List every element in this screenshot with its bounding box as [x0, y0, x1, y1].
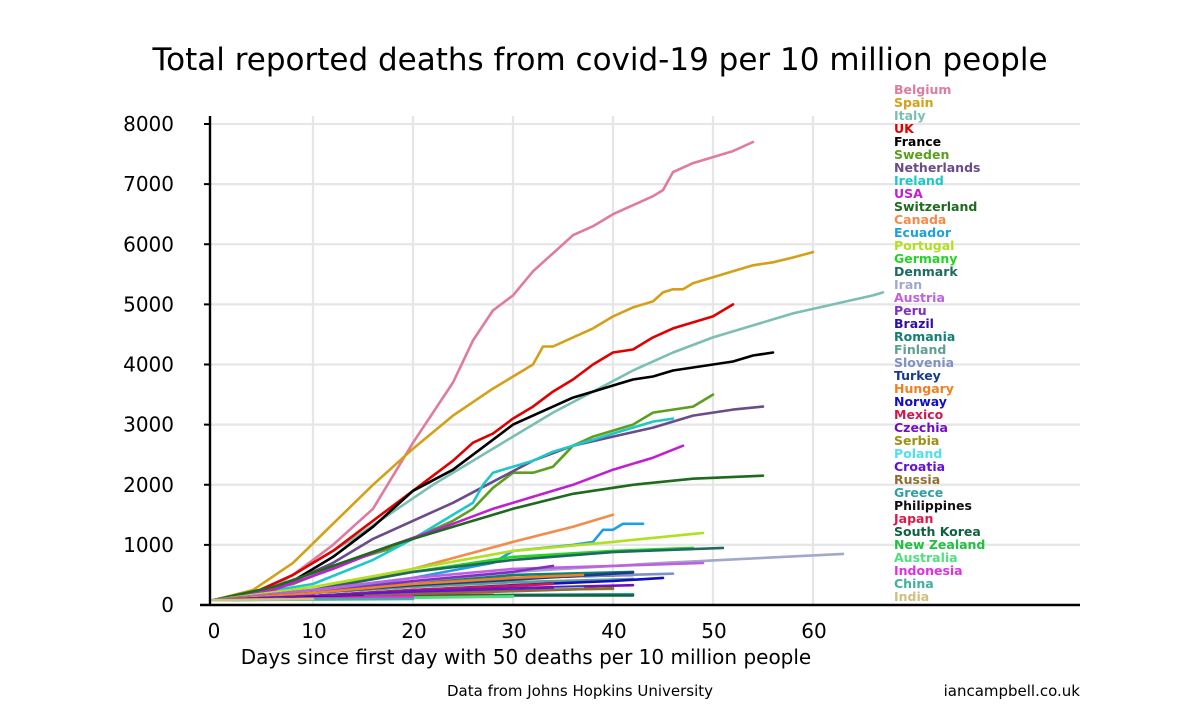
legend-item-mexico: Mexico — [894, 407, 944, 422]
legend-item-poland: Poland — [894, 446, 943, 461]
legend-item-germany: Germany — [894, 251, 958, 266]
y-tick-label: 5000 — [123, 292, 174, 316]
legend-item-ecuador: Ecuador — [894, 225, 951, 240]
x-tick-label: 40 — [601, 619, 626, 643]
series-line-italy — [211, 291, 885, 602]
legend-item-austria: Austria — [894, 290, 945, 305]
series-line-austria — [211, 561, 705, 602]
legend-item-sweden: Sweden — [894, 147, 950, 162]
legend-item-ireland: Ireland — [894, 173, 944, 188]
legend-item-finland: Finland — [894, 342, 947, 357]
x-tick-label: 30 — [501, 619, 526, 643]
series-line-india — [211, 597, 315, 602]
y-tick-label: 1000 — [123, 533, 174, 557]
legend-item-peru: Peru — [894, 303, 927, 318]
y-tick-label: 0 — [161, 593, 174, 617]
legend-item-norway: Norway — [894, 394, 947, 409]
series-line-hungary — [211, 573, 585, 602]
legend-item-croatia: Croatia — [894, 459, 946, 474]
x-tick-label: 50 — [701, 619, 726, 643]
y-tick-label: 6000 — [123, 232, 174, 256]
legend-item-new-zealand: New Zealand — [894, 537, 986, 552]
tick-labels: 0 1000 2000 3000 4000 5000 6000 7000 8000 0 10 20 30… — [123, 112, 827, 643]
legend-item-romania: Romania — [894, 329, 956, 344]
series-line-uk — [211, 303, 735, 602]
legend-item-china: China — [894, 576, 934, 591]
source-note: Data from Johns Hopkins University — [447, 682, 714, 700]
legend-item-usa: USA — [894, 186, 923, 201]
legend-item-hungary: Hungary — [894, 381, 954, 396]
series-line-portugal — [211, 531, 705, 602]
x-tick-label: 10 — [301, 619, 326, 643]
series-line-ireland — [211, 417, 675, 602]
legend-item-italy: Italy — [894, 108, 926, 123]
series-line-spain — [211, 250, 815, 602]
series-line-belgium — [211, 140, 755, 602]
legend-item-greece: Greece — [894, 485, 944, 500]
x-tick-label: 60 — [801, 619, 826, 643]
series-lines — [211, 140, 885, 602]
legend-item-canada: Canada — [894, 212, 947, 227]
legend-item-iran: Iran — [894, 277, 923, 292]
legend-item-philippines: Philippines — [894, 498, 972, 513]
legend-item-czechia: Czechia — [894, 420, 948, 435]
axes — [200, 116, 1080, 607]
series-line-netherlands — [211, 405, 765, 602]
legend-item-france: France — [894, 134, 942, 149]
y-tick-label: 3000 — [123, 413, 174, 437]
legend-item-portugal: Portugal — [894, 238, 955, 253]
y-tick-label: 4000 — [123, 353, 174, 377]
y-tick-label: 7000 — [123, 172, 174, 196]
legend-item-turkey: Turkey — [894, 368, 941, 383]
legend-item-australia: Australia — [894, 550, 958, 565]
site-credit: iancampbell.co.uk — [943, 682, 1080, 700]
chart-title: Total reported deaths from covid-19 per … — [152, 42, 1048, 78]
legend-item-brazil: Brazil — [894, 316, 934, 331]
x-tick-label: 0 — [208, 619, 221, 643]
series-line-switzerland — [211, 474, 765, 602]
legend-item-netherlands: Netherlands — [894, 160, 981, 175]
y-tick-label: 2000 — [123, 473, 174, 497]
legend-item-spain: Spain — [894, 95, 934, 110]
series-line-france — [211, 351, 775, 602]
legend-item-denmark: Denmark — [894, 264, 958, 279]
legend-item-belgium: Belgium — [894, 82, 952, 97]
legend-item-japan: Japan — [894, 511, 934, 526]
legend-item-serbia: Serbia — [894, 433, 940, 448]
legend: Belgium Spain Italy UK France Sweden Netherlan… — [894, 83, 985, 603]
legend-item-indonesia: Indonesia — [894, 563, 963, 578]
legend-item-russia: Russia — [894, 472, 941, 487]
legend-item-uk: UK — [894, 121, 914, 136]
x-axis-label: Days since first day with 50 deaths per … — [241, 645, 811, 669]
legend-item-south-korea: South Korea — [894, 524, 981, 539]
y-tick-label: 8000 — [123, 112, 174, 136]
legend-item-india: India — [894, 589, 930, 604]
legend-item-slovenia: Slovenia — [894, 355, 955, 370]
legend-item-switzerland: Switzerland — [894, 199, 978, 214]
series-line-usa — [211, 444, 685, 602]
x-tick-label: 20 — [401, 619, 426, 643]
